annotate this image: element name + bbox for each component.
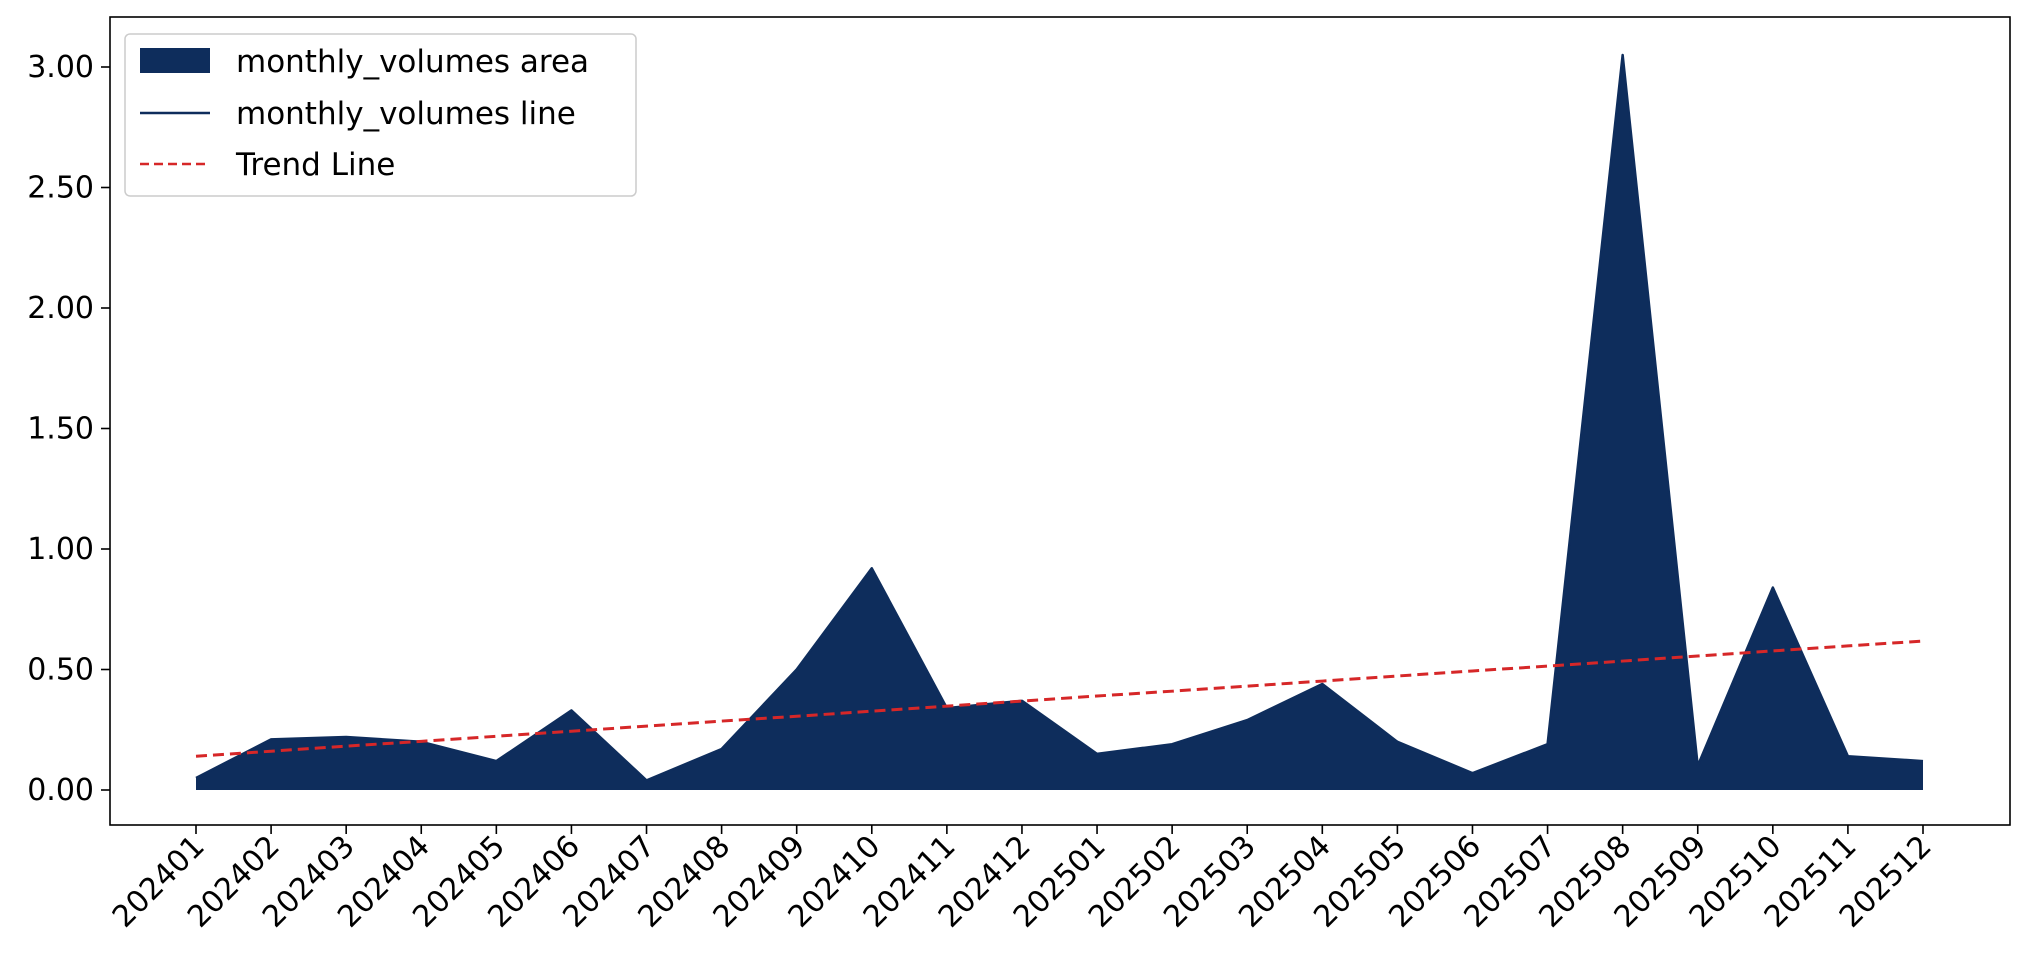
y-tick-label: 0.00 [27,773,94,808]
legend-box [124,33,637,197]
y-tick-label: 1.00 [27,532,94,567]
legend: monthly_volumes area monthly_volumes lin… [124,33,637,197]
legend-label-area: monthly_volumes area [236,44,589,80]
y-tick-label: 0.50 [27,653,94,688]
y-tick-label: 1.50 [27,412,94,447]
series-line-monthly-volumes [195,53,1924,782]
legend-area-swatch [140,48,210,73]
legend-label-line: monthly_volumes line [236,96,576,132]
plot-area [195,53,1924,790]
y-tick-label: 2.50 [27,171,94,206]
legend-label-trend: Trend Line [235,147,395,183]
y-tick-label: 2.00 [27,291,94,326]
series-area-monthly-volumes [196,54,1923,790]
axes-frame [109,16,2011,826]
y-tick-label: 3.00 [27,50,94,85]
